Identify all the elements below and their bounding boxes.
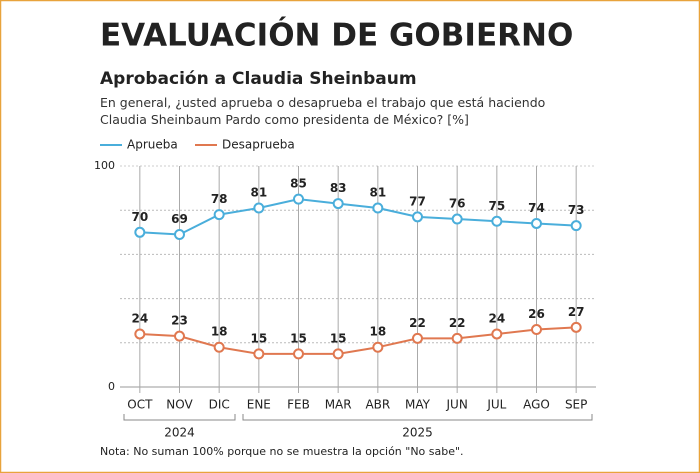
chart-title: EVALUACIÓN DE GOBIERNO: [100, 17, 573, 54]
data-label: 81: [250, 185, 267, 199]
x-tick-label: JUN: [446, 398, 468, 412]
data-label: 85: [290, 177, 307, 191]
data-label: 27: [568, 305, 585, 319]
data-label: 15: [250, 331, 267, 345]
point: [134, 226, 146, 238]
point: [213, 209, 225, 221]
data-label: 26: [528, 307, 545, 321]
legend-label: Desaprueba: [222, 138, 295, 152]
data-label: 78: [211, 192, 228, 206]
point: [332, 198, 344, 210]
data-label: 69: [171, 212, 188, 226]
data-label: 23: [171, 314, 188, 328]
x-tick-label: AGO: [523, 398, 550, 412]
question-box: En general, ¿usted aprueba o desaprueba …: [100, 95, 546, 127]
year-bracket: [242, 414, 593, 421]
year-label: 2024: [164, 426, 195, 440]
point: [253, 348, 265, 360]
point: [412, 332, 423, 344]
legend-label: Aprueba: [127, 138, 178, 152]
data-label: 18: [369, 325, 386, 339]
x-tick-label: DIC: [209, 398, 230, 412]
x-tick-label: NOV: [166, 398, 193, 412]
note: Nota: No suman 100% porque no se muestra…: [100, 445, 464, 458]
point: [491, 215, 503, 227]
point: [570, 321, 582, 333]
point: [570, 220, 582, 232]
data-label: 73: [568, 203, 585, 217]
x-tick-label: FEB: [287, 398, 310, 412]
data-label: 77: [409, 194, 426, 208]
point: [531, 324, 542, 336]
question: En general, ¿usted aprueba o desaprueba …: [100, 95, 546, 127]
point: [372, 202, 384, 214]
data-label: 18: [211, 325, 228, 339]
point: [174, 330, 185, 342]
data-label: 75: [488, 199, 505, 213]
data-label: 24: [131, 311, 148, 325]
point: [293, 348, 304, 360]
data-label: 22: [449, 316, 466, 330]
point: [174, 229, 185, 241]
data-label: 76: [449, 197, 466, 211]
point: [491, 328, 503, 340]
data-label: 83: [330, 181, 347, 195]
data-label: 24: [488, 311, 505, 325]
point: [332, 348, 344, 360]
point: [451, 332, 463, 344]
year-label: 2025: [402, 426, 433, 440]
y-tick-label: 100: [94, 159, 115, 172]
x-tick-label: MAR: [325, 398, 352, 412]
data-label: 81: [369, 185, 386, 199]
data-label: 22: [409, 316, 426, 330]
series-line: [139, 326, 577, 355]
point: [213, 341, 225, 353]
point: [134, 328, 146, 340]
point: [451, 213, 463, 225]
data-label: 15: [290, 331, 307, 345]
series-line: [139, 198, 577, 236]
point: [531, 217, 542, 229]
x-tick-label: MAY: [405, 398, 431, 412]
x-tick-label: ABR: [365, 398, 390, 412]
x-tick-label: ENE: [247, 398, 271, 412]
x-tick-label: JUL: [486, 398, 506, 412]
data-label: 70: [131, 210, 148, 224]
x-tick-label: SEP: [565, 398, 587, 412]
point: [412, 211, 423, 223]
x-tick-label: OCT: [127, 398, 153, 412]
year-bracket: [123, 414, 236, 421]
y-tick-label: 0: [108, 380, 115, 393]
chart-subtitle: Aprobación a Claudia Sheinbaum: [100, 69, 417, 89]
point: [293, 193, 304, 205]
data-label: 15: [330, 331, 347, 345]
point: [253, 202, 265, 214]
point: [372, 341, 384, 353]
data-label: 74: [528, 201, 545, 215]
